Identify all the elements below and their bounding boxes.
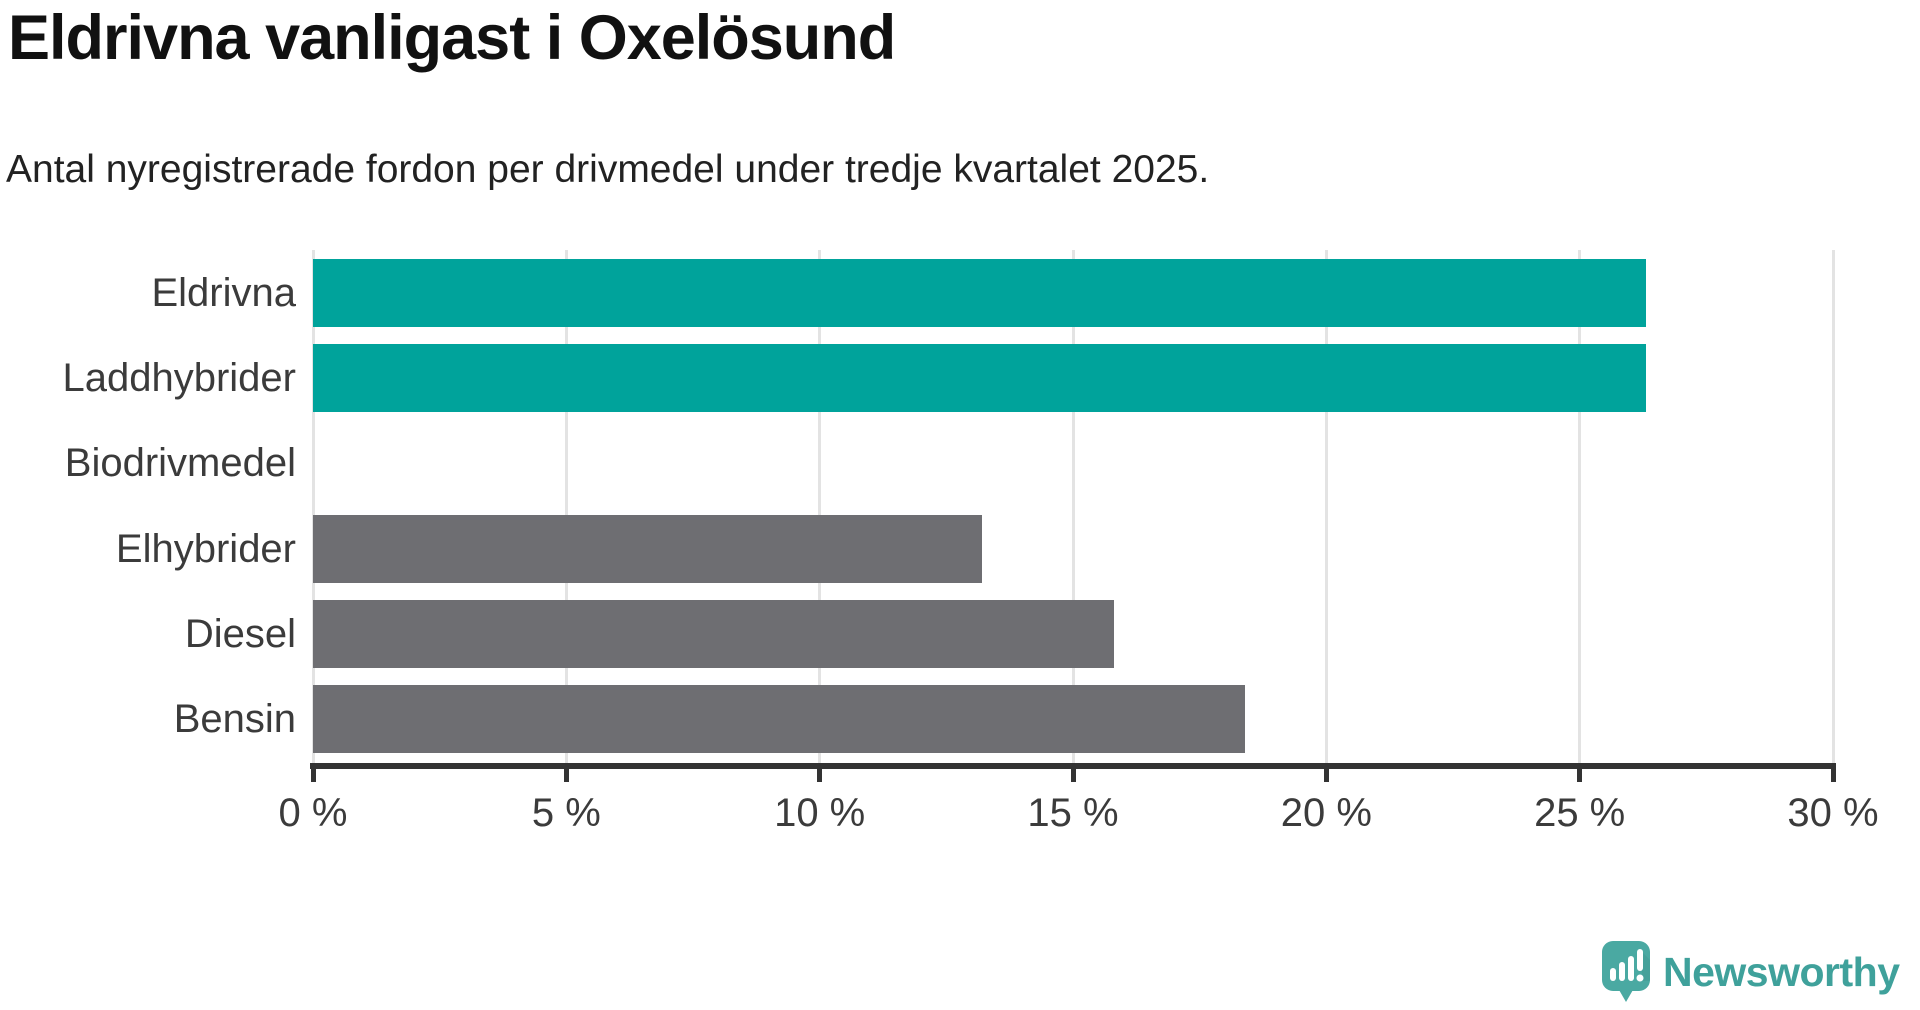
category-label: Diesel bbox=[184, 611, 296, 656]
x-axis-tick bbox=[1323, 768, 1329, 782]
x-axis-tick-label: 0 % bbox=[278, 791, 348, 835]
gridline bbox=[1578, 250, 1582, 763]
x-axis-tick bbox=[310, 768, 316, 782]
bar-bensin bbox=[313, 685, 1246, 753]
gridline bbox=[311, 250, 315, 763]
category-label: Eldrivna bbox=[151, 271, 296, 315]
chart-title: Eldrivna vanligast i Oxelösund bbox=[8, 3, 896, 73]
x-axis-tick-label: 30 % bbox=[1787, 791, 1879, 835]
x-axis-tick-label: 20 % bbox=[1280, 791, 1372, 835]
x-axis-tick-label: 25 % bbox=[1534, 791, 1626, 835]
category-label: Elhybrider bbox=[115, 526, 296, 571]
bar-eldrivna bbox=[313, 259, 1646, 327]
x-axis-tick bbox=[817, 768, 823, 782]
category-label: Biodrivmedel bbox=[64, 441, 296, 486]
x-axis-tick bbox=[1830, 768, 1836, 782]
chart-subtitle: Antal nyregistrerade fordon per drivmede… bbox=[6, 148, 1210, 191]
x-axis-tick-label: 10 % bbox=[774, 791, 866, 835]
gridline bbox=[1831, 250, 1835, 763]
x-axis-tick-label: 15 % bbox=[1027, 791, 1119, 835]
category-label: Laddhybrider bbox=[62, 356, 297, 401]
newsworthy-logo: Newsworthy bbox=[1602, 941, 1900, 1003]
x-axis-tick bbox=[1577, 768, 1583, 782]
x-axis-line bbox=[310, 763, 1836, 769]
category-label: Bensin bbox=[173, 697, 296, 741]
gridline bbox=[818, 250, 822, 763]
bar-elhybrider bbox=[313, 514, 982, 583]
bar-laddhybrider bbox=[313, 344, 1646, 413]
x-axis-tick bbox=[1070, 768, 1076, 782]
x-axis-tick bbox=[563, 768, 569, 782]
newsworthy-logo-text: Newsworthy bbox=[1663, 948, 1900, 995]
gridline bbox=[1324, 250, 1328, 763]
x-axis-tick-label: 5 % bbox=[531, 791, 601, 835]
bar-diesel bbox=[313, 599, 1114, 668]
gridline bbox=[1071, 250, 1075, 763]
gridline bbox=[564, 250, 568, 763]
newsworthy-bubble-chart-icon bbox=[1602, 941, 1650, 1002]
